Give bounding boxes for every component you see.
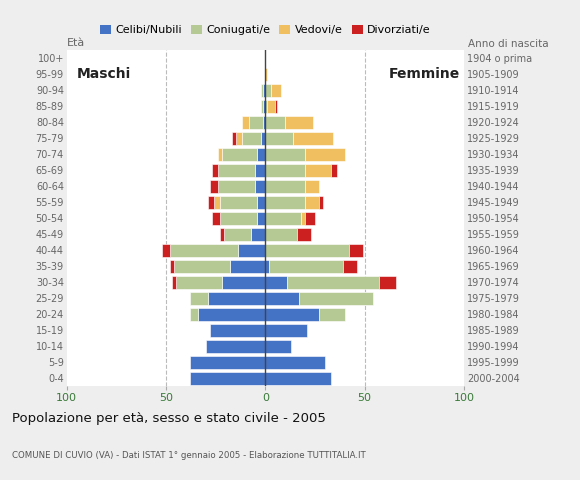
Bar — [305, 180, 319, 193]
Bar — [172, 276, 176, 289]
Text: Maschi: Maschi — [77, 67, 131, 82]
Bar — [263, 84, 266, 97]
Bar — [266, 292, 299, 305]
Bar — [266, 148, 305, 161]
Bar — [262, 132, 266, 145]
Bar — [230, 260, 266, 273]
Bar — [379, 276, 397, 289]
Bar — [222, 148, 258, 161]
Bar — [266, 100, 267, 113]
Bar — [266, 356, 325, 369]
Bar — [331, 164, 337, 177]
Bar — [305, 212, 315, 225]
Bar — [258, 148, 266, 161]
Bar — [198, 308, 266, 321]
Bar — [269, 260, 343, 273]
Bar — [231, 132, 235, 145]
Bar — [249, 116, 263, 129]
Bar — [266, 324, 307, 337]
Bar — [266, 372, 331, 385]
Bar — [222, 276, 266, 289]
Bar — [263, 116, 266, 129]
Bar — [266, 196, 305, 209]
Bar — [208, 292, 266, 305]
Bar — [162, 244, 170, 257]
Bar — [235, 132, 241, 145]
Bar — [263, 100, 266, 113]
Bar — [212, 164, 218, 177]
Bar — [174, 260, 230, 273]
Bar — [266, 260, 269, 273]
Bar — [276, 100, 277, 113]
Bar — [262, 84, 263, 97]
Bar — [220, 196, 258, 209]
Bar — [266, 244, 349, 257]
Bar — [176, 276, 222, 289]
Bar — [299, 292, 372, 305]
Bar — [297, 228, 311, 241]
Bar — [255, 180, 266, 193]
Bar — [212, 212, 220, 225]
Bar — [293, 132, 333, 145]
Legend: Celibi/Nubili, Coniugati/e, Vedovi/e, Divorziati/e: Celibi/Nubili, Coniugati/e, Vedovi/e, Di… — [95, 21, 436, 40]
Bar — [213, 196, 220, 209]
Bar — [190, 308, 198, 321]
Text: Età: Età — [67, 38, 85, 48]
Bar — [258, 212, 266, 225]
Bar — [224, 228, 252, 241]
Bar — [301, 212, 305, 225]
Bar — [319, 196, 323, 209]
Bar — [287, 276, 379, 289]
Bar — [266, 276, 287, 289]
Bar — [266, 180, 305, 193]
Bar — [266, 228, 297, 241]
Bar — [266, 132, 293, 145]
Text: Femmine: Femmine — [389, 67, 460, 82]
Bar — [241, 132, 262, 145]
Bar — [266, 116, 285, 129]
Bar — [210, 180, 218, 193]
Bar — [271, 84, 281, 97]
Bar — [190, 292, 208, 305]
Bar — [267, 100, 275, 113]
Bar — [206, 340, 266, 353]
Bar — [220, 212, 258, 225]
Bar — [190, 356, 266, 369]
Bar — [305, 196, 319, 209]
Bar — [319, 308, 345, 321]
Bar — [285, 116, 313, 129]
Bar — [266, 308, 319, 321]
Bar — [266, 340, 291, 353]
Text: COMUNE DI CUVIO (VA) - Dati ISTAT 1° gennaio 2005 - Elaborazione TUTTITALIA.IT: COMUNE DI CUVIO (VA) - Dati ISTAT 1° gen… — [12, 451, 365, 460]
Bar — [238, 244, 266, 257]
Bar — [266, 164, 305, 177]
Bar — [343, 260, 357, 273]
Bar — [218, 148, 222, 161]
Bar — [349, 244, 362, 257]
Bar — [170, 244, 238, 257]
Bar — [241, 116, 249, 129]
Bar — [266, 212, 301, 225]
Bar — [210, 324, 266, 337]
Bar — [252, 228, 266, 241]
Text: Popolazione per età, sesso e stato civile - 2005: Popolazione per età, sesso e stato civil… — [12, 412, 325, 425]
Bar — [208, 196, 213, 209]
Bar — [255, 164, 266, 177]
Bar — [305, 164, 331, 177]
Bar — [190, 372, 266, 385]
Bar — [266, 68, 267, 81]
Bar — [218, 164, 255, 177]
Bar — [170, 260, 174, 273]
Bar — [266, 84, 271, 97]
Bar — [218, 180, 255, 193]
Bar — [220, 228, 224, 241]
Bar — [262, 100, 263, 113]
Bar — [305, 148, 345, 161]
Text: Anno di nascita: Anno di nascita — [468, 39, 549, 49]
Bar — [258, 196, 266, 209]
